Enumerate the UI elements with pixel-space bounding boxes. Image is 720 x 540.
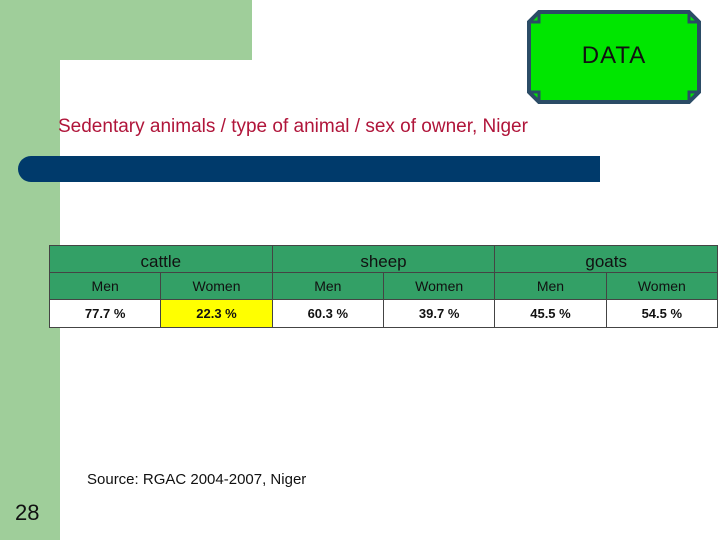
accent-bar <box>18 156 600 182</box>
source-note: Source: RGAC 2004-2007, Niger <box>87 471 307 488</box>
table-cell-highlighted: 22.3 % <box>160 299 273 328</box>
column-header: Men <box>271 272 384 300</box>
data-badge: DATA <box>527 10 701 104</box>
page-number: 28 <box>15 500 40 525</box>
column-header: Women <box>382 272 496 300</box>
table-row: 77.7 % 22.3 % 60.3 % 39.7 % 45.5 % 54.5 … <box>48 299 719 328</box>
column-header: Men <box>494 272 607 300</box>
livestock-ownership-table: cattle sheep goats Men Women Men Women M… <box>48 245 719 328</box>
table-cell: 39.7 % <box>382 299 496 328</box>
column-header: Women <box>160 272 273 300</box>
table-cell: 54.5 % <box>605 299 719 328</box>
table-group-header-row: cattle sheep goats <box>49 245 718 273</box>
top-green-band <box>0 0 252 60</box>
group-header-sheep: sheep <box>271 245 496 273</box>
table-cell: 45.5 % <box>494 299 607 328</box>
table-cell: 77.7 % <box>48 299 162 328</box>
badge-label: DATA <box>581 42 647 69</box>
group-header-goats: goats <box>494 245 718 273</box>
group-header-cattle: cattle <box>49 245 273 273</box>
slide-subtitle: Sedentary animals / type of animal / sex… <box>58 116 528 137</box>
table-cell: 60.3 % <box>271 299 384 328</box>
column-header: Women <box>605 272 719 300</box>
table-sex-header-row: Men Women Men Women Men Women <box>48 272 719 300</box>
column-header: Men <box>48 272 162 300</box>
badge-frame <box>527 10 701 104</box>
